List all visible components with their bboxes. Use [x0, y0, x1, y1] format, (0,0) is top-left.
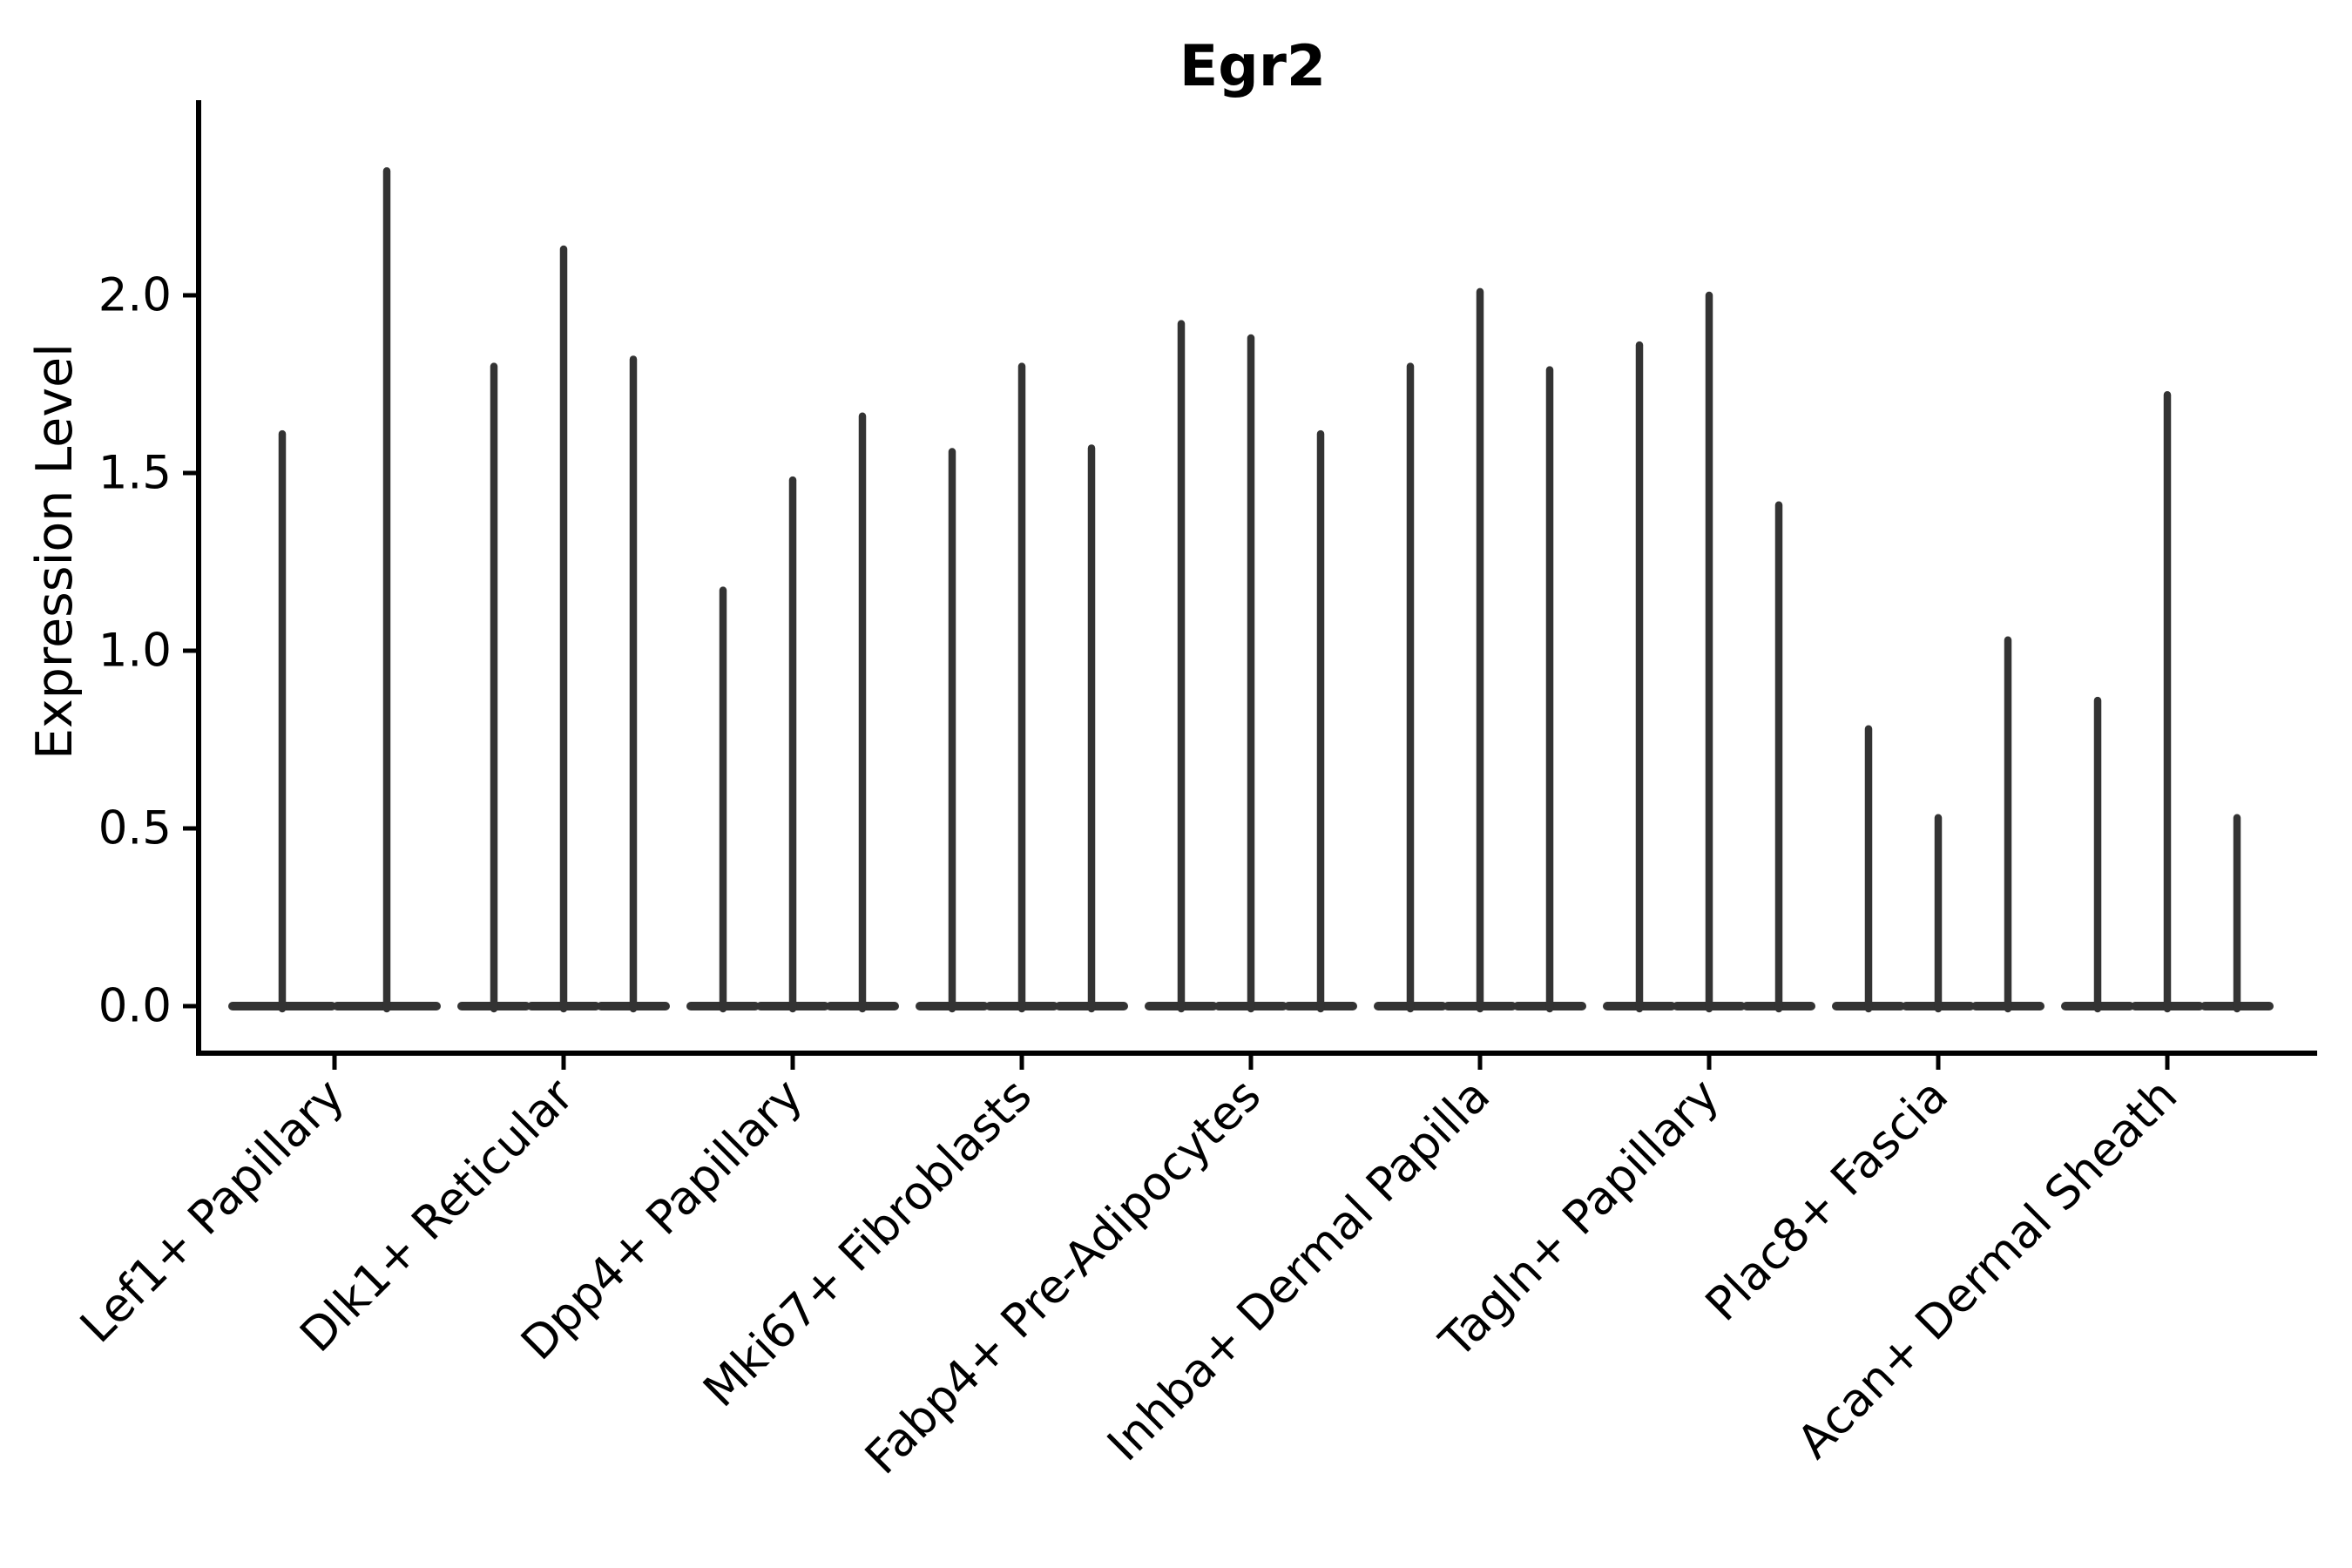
violin-group [1145, 320, 1357, 1013]
y-tick-label: 1.5 [98, 447, 172, 500]
x-tick-label: Plac8+ Fascia [1696, 1069, 1958, 1331]
violin-group [228, 166, 441, 1013]
violins-layer [228, 166, 2274, 1013]
violin-group [686, 412, 899, 1013]
y-tick-label: 0.0 [98, 980, 172, 1033]
y-tick-label: 1.0 [98, 625, 172, 678]
violin-group [1832, 636, 2044, 1013]
violin-group [1374, 287, 1586, 1013]
y-axis-ticks: 0.0 0.5 1.0 1.5 2.0 [98, 269, 199, 1033]
y-axis-label: Expression Level [26, 343, 84, 760]
violin-group [2061, 390, 2274, 1013]
violin-group [457, 245, 670, 1013]
violin-group [1603, 291, 1815, 1013]
x-tick-label: Fabp4+ Pre-Adipocytes [855, 1069, 1271, 1484]
violin-group [916, 362, 1128, 1013]
x-tick-label: Acan+ Dermal Sheath [1788, 1069, 2187, 1469]
x-tick-label: Inhba+ Dermal Papilla [1098, 1069, 1500, 1471]
axis-spines [196, 100, 2317, 1056]
y-tick-label: 2.0 [98, 269, 172, 322]
chart-title: Egr2 [1179, 34, 1326, 99]
y-tick-label: 0.5 [98, 802, 172, 855]
